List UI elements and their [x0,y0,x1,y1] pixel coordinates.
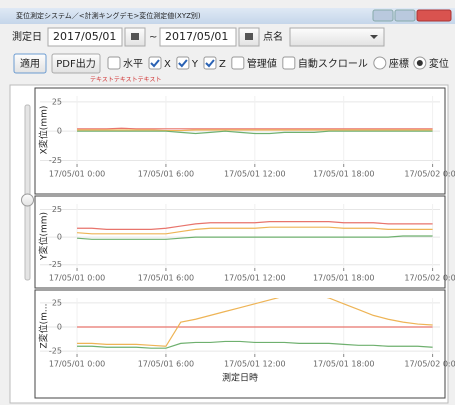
y-tick-label: 0 [57,233,62,242]
checkbox-label: Y [191,59,199,70]
y-tick-label: 0 [57,127,62,136]
series-line [77,221,433,230]
series-line [77,340,433,349]
x-tick-label: 17/05/01 0:00 [49,170,105,179]
checkbox[interactable] [282,56,296,70]
separator: ~ [149,32,157,43]
date-label: 測定日 [12,30,42,43]
x-tick-label: 17/05/02 0:00 [404,360,455,369]
chart-frame [34,87,446,195]
checkbox-label: 水平 [123,58,143,70]
x-tick-label: 17/05/01 6:00 [138,360,194,369]
pdf-label: PDF出力 [56,57,95,70]
x-tick-label: 17/05/01 0:00 [49,274,105,283]
y-tick-label: 25 [52,298,62,307]
checkbox[interactable] [231,56,245,70]
y-tick-label: 25 [52,97,62,106]
pdf-button[interactable] [51,53,101,74]
series-line [77,130,433,135]
checkbox[interactable] [107,56,121,70]
x-tick-label: 17/05/01 12:00 [224,274,286,283]
radio-label: 座標 [389,57,409,70]
checkbox-label: Z [219,59,226,70]
checkbox[interactable] [148,56,162,70]
x-tick-label: 17/05/02 0:00 [404,170,455,179]
series-line [76,226,433,235]
radio[interactable] [373,56,387,70]
check-mark [150,59,160,68]
note: テキストテキストテキスト [90,77,161,84]
date-to: 2017/05/01 [165,30,228,43]
x-tick-label: 17/05/01 18:00 [313,360,375,369]
check-mark [205,59,215,68]
date-to-input[interactable] [159,27,237,47]
y-axis-label: X変位(mm) [38,106,50,155]
y-tick-label: -25 [49,347,62,356]
checkbox-label: 自動スクロール [298,57,368,70]
y-axis-label: Y変位(mm) [38,212,50,261]
y-tick-label: 25 [52,205,62,214]
y-tick-label: -25 [49,260,62,269]
date-from: 2017/05/01 [53,30,116,43]
x-axis-label: 測定日時 [222,372,258,384]
maximize-button[interactable] [394,9,416,22]
x-tick-label: 17/05/02 0:00 [404,274,455,283]
y-axis-label: Z変位(m... [38,303,50,348]
window-title: 変位測定システム／<計測キングデモ>変位測定値(XYZ別) [16,11,201,20]
radio-label: 変位 [429,57,449,70]
calendar-icon [245,33,253,40]
minimize-button[interactable] [372,9,394,22]
series-line [76,235,433,240]
point-label: 点名 [263,30,283,43]
series-line [77,129,433,132]
series-line [77,298,433,347]
point-select[interactable] [289,27,385,47]
date-from-input[interactable] [47,27,123,47]
x-tick-label: 17/05/01 6:00 [138,170,194,179]
y-tick-label: 0 [57,322,62,331]
checkbox-label: 管理値 [247,57,277,70]
checkbox-label: X [164,59,171,70]
charts: -25 0 25 17/05/01 0:00 17/05/01 6:00 17/05/01… [34,87,455,399]
x-tick-label: 17/05/01 18:00 [313,170,375,179]
checkbox[interactable] [203,56,217,70]
x-tick-label: 17/05/01 12:00 [224,360,286,369]
calendar-icon [131,33,139,40]
x-tick-label: 17/05/01 12:00 [224,170,286,179]
slider-knob[interactable] [21,193,34,207]
chart-frame [34,195,446,289]
apply-label: 適用 [20,57,40,70]
x-tick-label: 17/05/01 18:00 [313,274,375,283]
y-tick-label: -25 [49,156,62,165]
check-mark [178,59,188,68]
series-line [77,127,433,130]
dropdown-arrow [370,35,378,39]
options: 水平 X Y Z 管理値 自動スクロール 座標 変位 [107,56,449,70]
title-bar [0,8,455,24]
radio-dot [416,60,423,66]
slider-track [24,104,31,281]
checkbox[interactable] [176,56,190,70]
x-tick-label: 17/05/01 6:00 [138,274,194,283]
close-button[interactable] [416,9,452,22]
apply-button[interactable] [13,53,47,74]
x-tick-label: 17/05/01 0:00 [49,360,105,369]
